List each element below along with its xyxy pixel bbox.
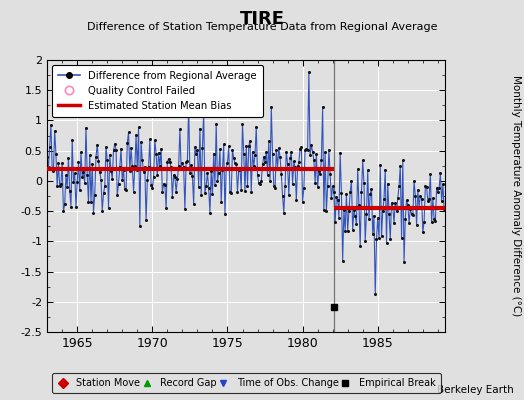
Text: Monthly Temperature Anomaly Difference (°C): Monthly Temperature Anomaly Difference (… <box>511 75 521 317</box>
Text: TIRE: TIRE <box>239 10 285 28</box>
Legend: Difference from Regional Average, Quality Control Failed, Estimated Station Mean: Difference from Regional Average, Qualit… <box>52 65 263 117</box>
Legend: Station Move, Record Gap, Time of Obs. Change, Empirical Break: Station Move, Record Gap, Time of Obs. C… <box>52 374 441 393</box>
Text: Berkeley Earth: Berkeley Earth <box>437 385 514 395</box>
Text: Difference of Station Temperature Data from Regional Average: Difference of Station Temperature Data f… <box>87 22 437 32</box>
